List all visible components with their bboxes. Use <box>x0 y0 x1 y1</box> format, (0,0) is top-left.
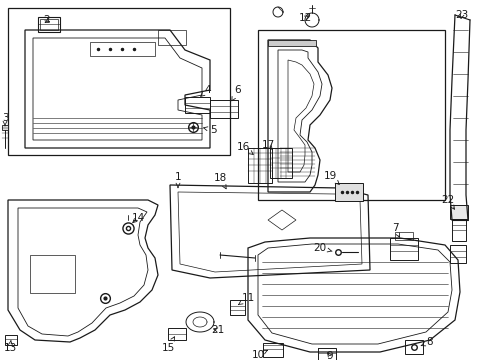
Text: 11: 11 <box>239 293 255 305</box>
Bar <box>5 335 17 345</box>
Bar <box>158 30 186 45</box>
Text: 2: 2 <box>44 15 50 25</box>
Text: 7: 7 <box>392 223 399 237</box>
Text: 12: 12 <box>298 13 312 23</box>
Text: 21: 21 <box>211 325 224 335</box>
Bar <box>185 97 210 113</box>
Bar <box>2 125 8 130</box>
Text: 16: 16 <box>236 142 253 154</box>
Text: 17: 17 <box>261 140 274 150</box>
Text: 3: 3 <box>1 113 8 126</box>
Text: 18: 18 <box>213 173 227 189</box>
Text: 19: 19 <box>323 171 339 184</box>
Text: 4: 4 <box>201 85 211 96</box>
Bar <box>405 340 423 354</box>
Bar <box>450 205 468 219</box>
Text: 14: 14 <box>131 213 145 223</box>
Bar <box>268 40 316 46</box>
Text: 13: 13 <box>3 340 17 353</box>
Bar <box>318 348 336 360</box>
Bar <box>395 232 413 240</box>
Bar <box>30 255 75 293</box>
Text: 1: 1 <box>175 172 181 188</box>
Bar <box>263 343 283 357</box>
Text: 20: 20 <box>314 243 332 253</box>
Bar <box>168 328 186 340</box>
Text: 6: 6 <box>232 85 241 101</box>
Text: 22: 22 <box>441 195 455 209</box>
Text: 9: 9 <box>327 351 333 360</box>
Bar <box>335 183 363 201</box>
Bar <box>270 148 292 178</box>
Bar <box>452 219 466 241</box>
Bar <box>8 8 230 155</box>
Bar <box>248 148 272 183</box>
Bar <box>210 100 238 118</box>
Bar <box>258 30 445 200</box>
Bar <box>390 238 418 260</box>
Bar <box>230 300 245 315</box>
Bar <box>90 42 155 56</box>
Text: 5: 5 <box>203 125 216 135</box>
Bar <box>38 17 60 32</box>
Bar <box>450 245 466 263</box>
Text: 15: 15 <box>161 337 174 353</box>
Text: 8: 8 <box>421 337 433 347</box>
Bar <box>40 19 58 30</box>
Text: 23: 23 <box>455 10 468 20</box>
Text: 10: 10 <box>251 350 268 360</box>
